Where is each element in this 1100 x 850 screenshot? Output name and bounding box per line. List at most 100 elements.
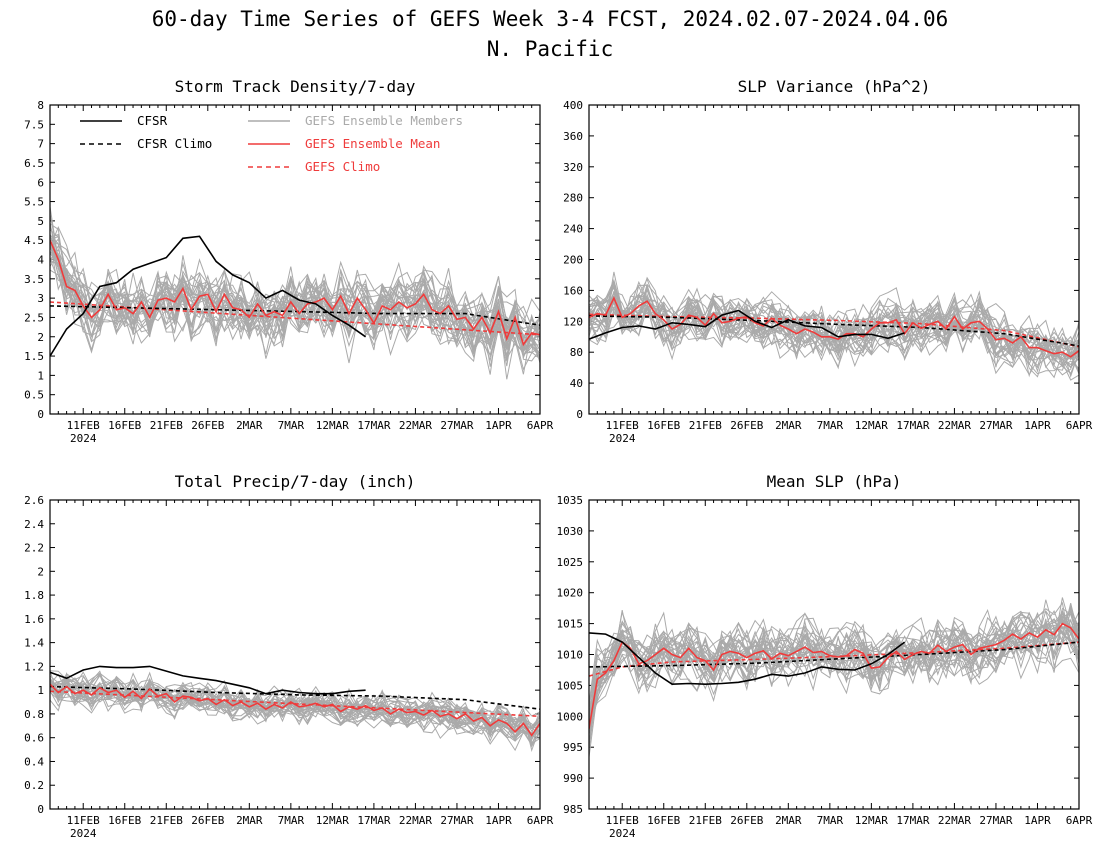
y-tick-label: 80 [570,346,583,359]
ensemble-member-line [589,282,1079,376]
ensemble-members [50,670,540,753]
ensemble-member-line [589,280,1079,378]
x-tick-label: 17MAR [896,814,929,827]
x-tick-label: 21FEB [689,814,722,827]
x-tick-label: 11FEB [606,419,639,432]
panel-slp-variance: SLP Variance (hPa^2) 0 40 80 120 160 200 240 280… [563,77,1092,445]
y-tick-label: 2.6 [24,494,44,507]
y-tick-label: 5 [37,215,44,228]
x-tick-label: 26FEB [191,814,224,827]
y-tick-label: 7 [37,138,44,151]
y-tick-label: 1015 [557,618,584,631]
y-tick-label: 0.2 [24,779,44,792]
y-tick-label: 985 [563,803,583,816]
cfsr-line [50,235,367,357]
y-tick-label: 2.5 [24,311,44,324]
ensemble-member-line [50,670,540,739]
x-tick-label: 17MAR [357,419,390,432]
y-tick-label: 160 [563,284,583,297]
y-tick-label: 2.4 [24,518,44,531]
y-tick-label: 1020 [557,587,584,600]
x-tick-label: 16FEB [647,419,680,432]
ensemble-member-line [589,609,1079,735]
y-tick-label: 1030 [557,525,584,538]
y-tick-label: 1025 [557,556,584,569]
panel-total-precip: Total Precip/7-day (inch)00.20.40.60.811… [24,472,553,840]
y-tick-label: 0.6 [24,732,44,745]
y-tick-label: 1.5 [24,350,44,363]
ensemble-member-line [50,244,540,353]
legend-label-gefs-members: GEFS Ensemble Members [305,113,463,128]
y-tick-label: 200 [563,254,583,267]
y-tick-label: 0.5 [24,389,44,402]
x-tick-label: 7MAR [817,814,844,827]
y-tick-label: 990 [563,772,583,785]
y-tick-label: 6.5 [24,157,44,170]
figure-subtitle: N. Pacific [487,37,613,61]
panel-title: Storm Track Density/7-day [175,77,416,96]
y-tick-label: 2.2 [24,542,44,555]
ensemble-member-line [589,615,1079,731]
x-tick-label: 7MAR [278,419,305,432]
y-tick-label: 0 [576,408,583,421]
legend: CFSR CFSR Climo GEFS Ensemble Members GE… [80,113,463,174]
y-tick-label: 360 [563,130,583,143]
gefs-mean-line [50,239,540,347]
ensemble-member-line [50,238,540,375]
x-tick-label: 21FEB [150,814,183,827]
gefs-climo-line [589,313,1079,348]
x-tick-label: 17MAR [896,419,929,432]
panel-mean-slp: Mean SLP (hPa) 985 990 995 1000 1005 1010 1015 1… [557,472,1093,840]
plot-frame [49,104,541,415]
y-tick-label: 120 [563,315,583,328]
x-tick-label: 27MAR [979,814,1012,827]
x-tick-label: 6APR [1066,419,1093,432]
x-tick-label: 27MAR [440,419,473,432]
y-tick-label: 1005 [557,679,584,692]
x-year-label: 2024 [70,432,97,445]
ensemble-member-line [589,298,1079,361]
y-tick-label: 1 [37,684,44,697]
y-tick-label: 240 [563,223,583,236]
ensemble-member-line [589,298,1079,375]
gefs-mean-line [589,622,1079,729]
x-tick-label: 26FEB [191,419,224,432]
y-tick-label: 1035 [557,494,584,507]
y-tick-label: 1.4 [24,637,44,650]
x-year-label: 2024 [70,827,97,840]
x-tick-label: 7MAR [278,814,305,827]
x-tick-label: 17MAR [357,814,390,827]
y-tick-label: 0 [37,803,44,816]
x-tick-label: 12MAR [855,814,888,827]
legend-label-cfsr-climo: CFSR Climo [137,136,212,151]
gefs-mean-line [589,296,1079,358]
y-tick-label: 280 [563,192,583,205]
x-year-label: 2024 [609,432,636,445]
panel-title: Mean SLP (hPa) [767,472,902,491]
x-tick-label: 7MAR [817,419,844,432]
y-tick-label: 1.2 [24,660,44,673]
gefs-climo-line [50,301,540,336]
x-tick-label: 1APR [1024,814,1051,827]
y-tick-label: 995 [563,741,583,754]
cfsr-line [589,309,905,340]
x-tick-label: 27MAR [979,419,1012,432]
ensemble-member-line [589,605,1079,708]
y-tick-label: 8 [37,99,44,112]
ensemble-member-line [50,233,540,363]
cfsr-climo-line [589,641,1079,668]
y-tick-label: 4.5 [24,234,44,247]
ensemble-member-line [50,259,540,380]
ensemble-member-line [50,206,540,360]
x-tick-label: 1APR [1024,419,1051,432]
x-tick-label: 16FEB [108,419,141,432]
y-tick-label: 1.6 [24,613,44,626]
x-tick-label: 6APR [527,814,554,827]
legend-label-cfsr: CFSR [137,113,168,128]
x-tick-label: 12MAR [855,419,888,432]
x-tick-label: 11FEB [67,419,100,432]
gefs-mean-line [50,683,540,737]
y-tick-label: 0.4 [24,755,44,768]
panel-title: SLP Variance (hPa^2) [738,77,931,96]
